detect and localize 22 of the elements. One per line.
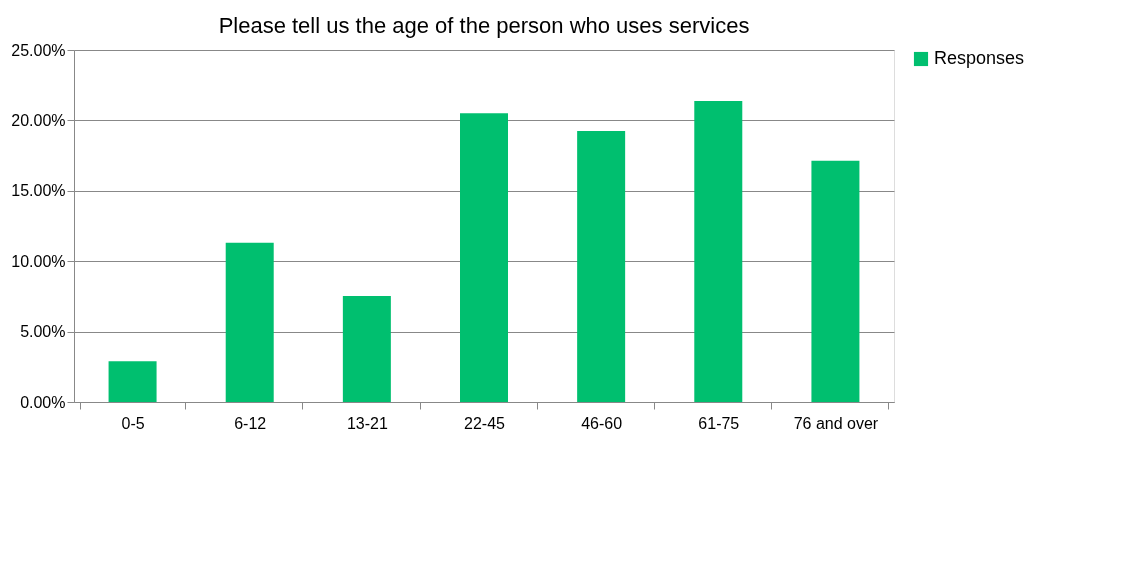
y-tick-label: 0.00%: [20, 393, 66, 411]
y-tick-label: 5.00%: [20, 323, 66, 341]
bar: [577, 131, 626, 402]
chart-title: Please tell us the age of the person who uses services: [218, 13, 750, 38]
x-tick-label: 13-21: [346, 414, 388, 432]
bar: [460, 113, 508, 402]
y-tick-label: 10.00%: [11, 252, 66, 270]
x-tick-label: 6-12: [234, 414, 267, 432]
x-tick-label: 46-60: [581, 414, 623, 432]
bar: [811, 160, 860, 402]
x-tick-label: 61-75: [698, 414, 740, 432]
y-tick-label: 15.00%: [11, 182, 66, 200]
bar: [225, 242, 274, 402]
bar: [108, 361, 157, 402]
y-tick-label: 25.00%: [11, 41, 66, 59]
x-tick-label: 0-5: [121, 414, 145, 432]
bar: [694, 100, 743, 402]
x-tick-label: 22-45: [464, 414, 506, 432]
bar: [342, 296, 391, 402]
x-tick-label: 76 and over: [793, 414, 879, 432]
legend-label: Responses: [934, 48, 1025, 68]
y-tick-label: 20.00%: [11, 111, 66, 129]
